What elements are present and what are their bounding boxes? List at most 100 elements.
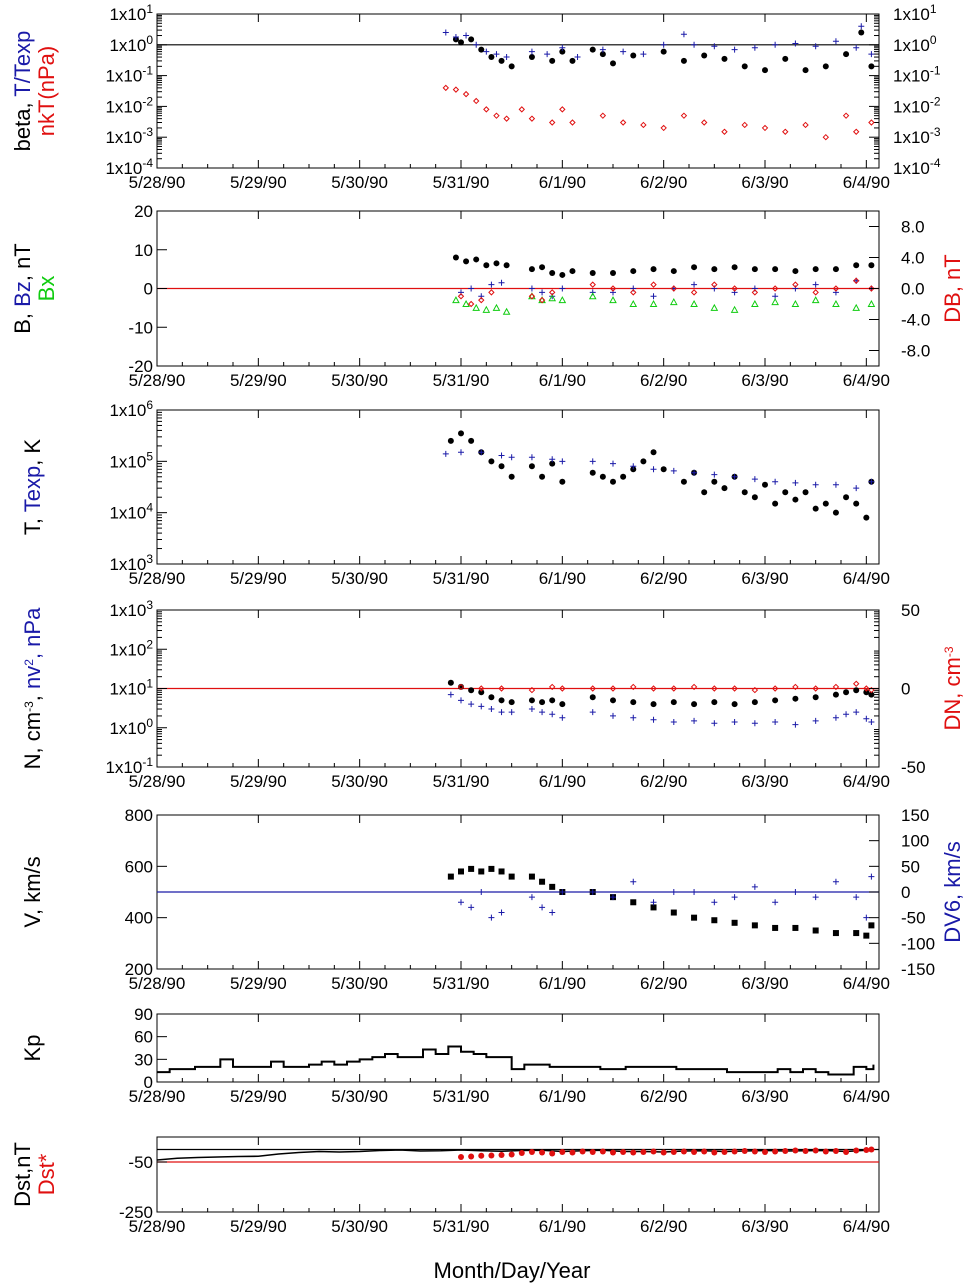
plot-frame: [156, 1013, 880, 1083]
t-point: [650, 449, 657, 456]
dst--point: [680, 1148, 687, 1155]
y2-tick-label: 1x10-4: [893, 156, 941, 178]
v-point: [853, 930, 860, 937]
b-point: [731, 264, 738, 271]
y2-tick-label: 50: [901, 601, 920, 620]
nv2-point: [731, 719, 738, 726]
x-tick-label: 5/28/90: [129, 772, 186, 791]
bx-point: [867, 299, 876, 307]
x-tick-label: 5/31/90: [433, 371, 490, 390]
dst--point: [802, 1148, 809, 1154]
nv2-point: [508, 709, 515, 716]
t-texp-point: [574, 54, 581, 61]
x-tick-label: 5/30/90: [331, 772, 388, 791]
t-texp-point: [528, 48, 535, 55]
dst--point: [508, 1151, 515, 1158]
n-point: [792, 695, 799, 702]
y2-tick-label: 4.0: [901, 249, 925, 268]
n-point: [498, 697, 505, 704]
b-point: [670, 268, 677, 275]
dst--point: [822, 1148, 829, 1155]
dv6-point: [868, 873, 875, 880]
y-tick-label: 1x106: [109, 398, 153, 420]
dn-point: [690, 683, 698, 691]
y2-tick-label: 0.0: [901, 280, 925, 299]
texp-point: [691, 469, 698, 476]
texp-point: [549, 456, 556, 463]
x-tick-label: 6/4/90: [843, 1217, 890, 1236]
nv2-point: [498, 709, 505, 716]
dst--point: [832, 1148, 839, 1154]
n-point: [843, 689, 850, 696]
y-tick-label: 1x10-2: [105, 94, 153, 116]
x-tick-label: 6/1/90: [539, 371, 586, 390]
t-texp-point: [772, 41, 779, 48]
bx-point: [462, 299, 470, 307]
series-v: [447, 865, 875, 939]
nv2-point: [843, 711, 850, 718]
bz-point: [528, 285, 535, 292]
n-point: [751, 699, 758, 706]
nkt-point: [528, 115, 536, 122]
nv2-point: [691, 717, 698, 724]
dst--point: [762, 1149, 768, 1155]
dst--point: [458, 1154, 464, 1160]
dst--point: [518, 1150, 525, 1156]
nkt-point: [761, 124, 769, 132]
nkt-point: [700, 119, 708, 126]
y-tick-label: 60: [134, 1028, 153, 1047]
nkt-point: [462, 90, 470, 98]
x-tick-label: 6/2/90: [640, 1217, 687, 1236]
plot-frame: [156, 1136, 880, 1213]
t-point: [589, 469, 596, 476]
nv2-point: [670, 719, 677, 726]
y-axis-label: T, Texp, K: [20, 439, 45, 536]
t-point: [711, 478, 718, 485]
plot-frame: [156, 409, 880, 565]
texp-point: [610, 460, 616, 467]
dv6-point: [468, 904, 475, 911]
bx-point: [791, 299, 800, 307]
t-point: [812, 505, 819, 512]
dv6-point: [559, 889, 566, 895]
x-tick-label: 6/2/90: [640, 173, 687, 192]
dst--point: [741, 1148, 748, 1154]
dst--point: [569, 1149, 576, 1156]
v-point: [670, 909, 677, 916]
b-point: [853, 262, 860, 269]
nkt-point: [452, 86, 460, 93]
panel-kp: 90 60 30 05/28/90 5/29/90 5/30/90 5/31/90 6/1/9…: [20, 1005, 890, 1106]
beta-point: [528, 54, 535, 61]
dst--point: [610, 1149, 616, 1156]
beta-point: [488, 54, 495, 61]
dv6-point: [792, 889, 799, 895]
x-tick-label: 5/28/90: [129, 371, 186, 390]
y2-tick-label: 100: [901, 832, 929, 851]
y-tick-label: 10: [134, 241, 153, 260]
v-point: [711, 917, 718, 924]
texp-point: [508, 454, 515, 461]
bx-point: [811, 296, 820, 304]
y-tick-label: 1x101: [109, 2, 153, 24]
bz-point: [650, 293, 657, 300]
db-point: [589, 281, 596, 288]
x-tick-label: 6/2/90: [640, 974, 687, 993]
nkt-point: [782, 128, 789, 135]
dv6-point: [610, 894, 616, 901]
b-point: [792, 268, 799, 275]
y2-tick-label: 1x100: [893, 33, 937, 55]
beta-point: [782, 55, 789, 62]
beta-point: [478, 46, 485, 53]
dv6-point: [549, 909, 556, 916]
y2-tick-label: 1x10-3: [893, 125, 941, 147]
dst--point: [559, 1149, 566, 1155]
x-tick-label: 6/4/90: [843, 173, 890, 192]
dn-point: [832, 683, 840, 691]
t-point: [549, 460, 556, 467]
beta-point: [610, 60, 616, 67]
beta-point: [858, 29, 865, 36]
beta-point: [660, 48, 667, 55]
nkt-point: [493, 112, 500, 119]
n-point: [731, 701, 738, 708]
